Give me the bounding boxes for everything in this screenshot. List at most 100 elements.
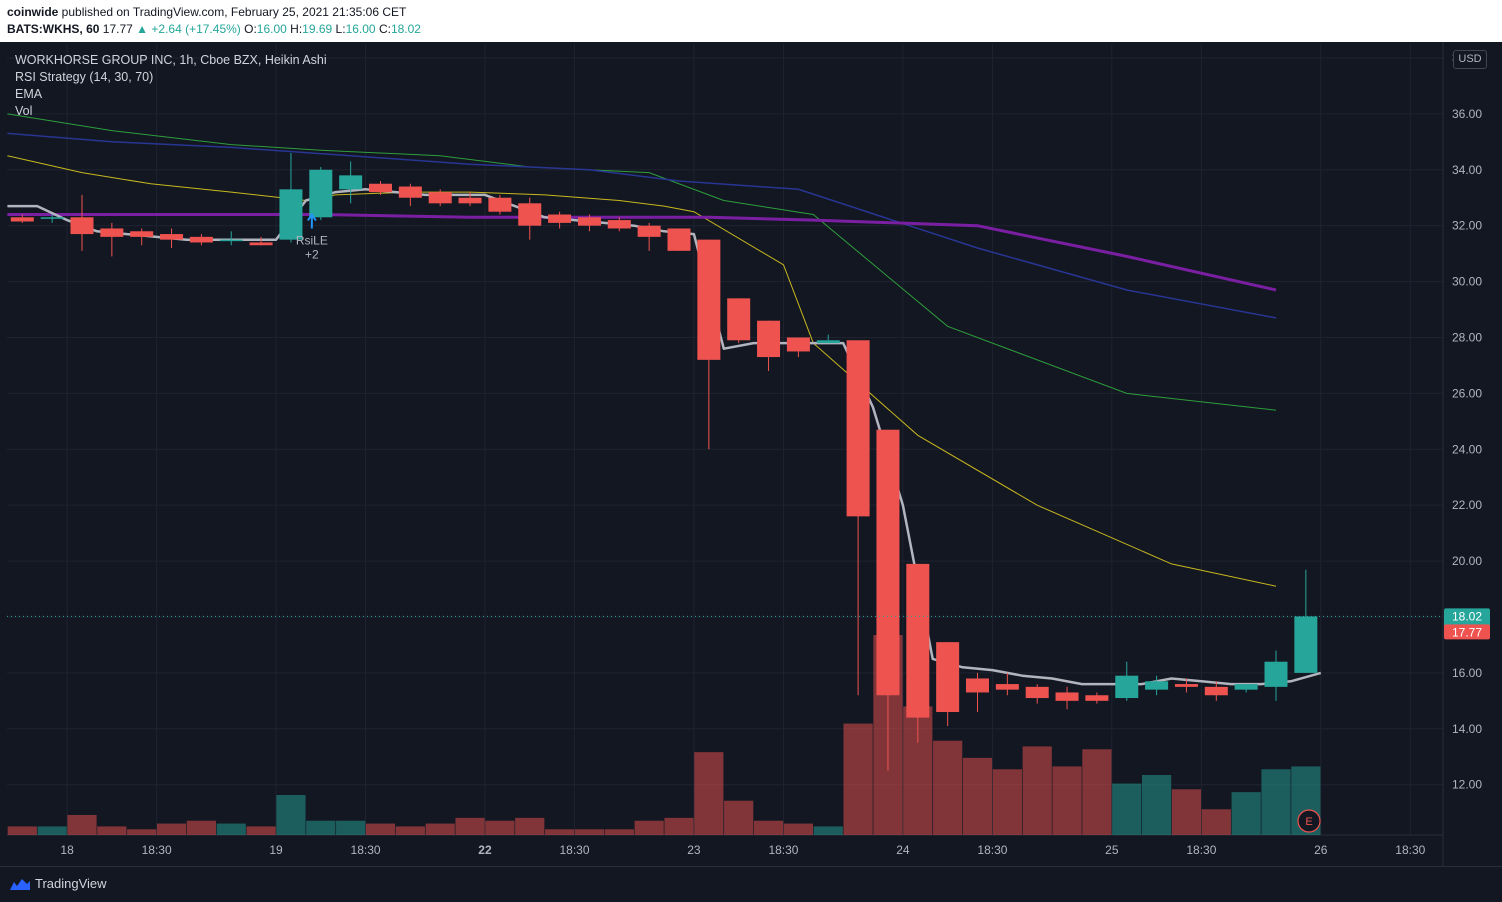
signal-label: RsiLE <box>296 233 328 247</box>
price-tick-label: 12.00 <box>1452 778 1482 792</box>
last-price: 17.77 <box>102 22 133 36</box>
candle <box>548 211 572 229</box>
candle-body <box>1204 686 1228 696</box>
brand-name: TradingView <box>35 876 107 891</box>
volume-bar <box>933 740 963 835</box>
candle-body <box>1115 675 1139 699</box>
time-tick-label: 24 <box>896 843 910 857</box>
legend-strategy[interactable]: RSI Strategy (14, 30, 70) <box>15 70 154 84</box>
candle-body <box>100 228 124 237</box>
candle <box>1204 681 1228 701</box>
symbol-line: BATS:WKHS, 60 17.77 ▲ +2.64 (+17.45%) O:… <box>7 22 421 36</box>
low-value: 16.00 <box>345 22 376 36</box>
candle <box>279 153 303 243</box>
candle <box>637 222 661 251</box>
chart-legend: WORKHORSE GROUP INC, 1h, Cboe BZX, Heiki… <box>15 52 327 120</box>
volume-bar <box>1082 749 1112 835</box>
high-label: H: <box>290 22 303 36</box>
volume-bar <box>545 829 575 835</box>
volume-bar <box>634 820 664 835</box>
candle-body <box>1264 661 1288 687</box>
chart-area[interactable]: RsiLE+212.0014.0016.0018.0020.0022.0024.… <box>0 42 1502 866</box>
earnings-marker-icon <box>1297 809 1321 833</box>
ema-green-line <box>7 113 1277 411</box>
candle-body <box>966 678 989 693</box>
tradingview-logo[interactable]: TradingView <box>7 876 107 891</box>
candle <box>1145 675 1169 696</box>
currency-button[interactable]: USD <box>1453 50 1487 69</box>
candle <box>757 320 781 372</box>
candle-body <box>906 563 930 718</box>
ema-yellow-line <box>7 155 1277 587</box>
volume-bar <box>1201 809 1231 835</box>
candle-body <box>428 192 452 204</box>
time-tick-label: 18:30 <box>1395 843 1425 857</box>
candle <box>488 194 512 215</box>
cloud-logo-icon <box>10 878 30 890</box>
volume-bar <box>664 817 694 835</box>
signal-arrow-icon <box>307 212 317 229</box>
time-tick-label: 22 <box>478 843 492 857</box>
volume-bar <box>67 815 97 835</box>
candle-body <box>816 340 840 344</box>
price-change: ▲ +2.64 (+17.45%) <box>136 22 241 36</box>
low-label: L: <box>335 22 346 36</box>
price-tick-label: 32.00 <box>1452 219 1482 233</box>
volume-bar <box>1231 792 1261 835</box>
time-tick-label: 19 <box>269 843 283 857</box>
candle-body <box>1174 684 1198 687</box>
legend-vol[interactable]: Vol <box>15 104 33 118</box>
candle <box>727 298 751 344</box>
candle-body <box>309 169 333 218</box>
volume-bar <box>186 820 216 835</box>
volume-bar <box>1171 789 1202 835</box>
candle <box>1115 661 1139 701</box>
volume-bar <box>276 795 306 835</box>
candle-body <box>130 231 154 237</box>
price-chart[interactable]: RsiLE+212.0014.0016.0018.0020.0022.0024.… <box>0 42 1502 866</box>
price-tick-label: 14.00 <box>1452 722 1482 736</box>
candle <box>1264 650 1288 701</box>
candle-body <box>1085 695 1109 701</box>
candle-body <box>1294 616 1318 673</box>
candle <box>160 228 184 249</box>
candle <box>40 214 64 223</box>
volume-bar <box>127 829 157 835</box>
candle-body <box>727 298 751 341</box>
candle-body <box>339 175 363 190</box>
volume-bar <box>365 823 396 835</box>
candle-body <box>846 340 870 517</box>
candle-body <box>369 183 392 193</box>
legend-title[interactable]: WORKHORSE GROUP INC, 1h, Cboe BZX, Heiki… <box>15 53 327 67</box>
candle <box>995 672 1019 696</box>
candle <box>966 672 989 713</box>
candle <box>398 183 422 207</box>
time-tick-label: 25 <box>1105 843 1119 857</box>
publish-info: published on TradingView.com, February 2… <box>58 5 407 19</box>
candle <box>1025 684 1049 704</box>
candle-body <box>70 217 94 235</box>
volume-bar <box>336 820 366 835</box>
candle <box>1055 686 1079 710</box>
last-price-tag-box <box>1444 624 1490 640</box>
volume-bar <box>574 829 605 835</box>
price-tick-label: 20.00 <box>1452 554 1482 568</box>
legend-ema[interactable]: EMA <box>15 87 43 101</box>
volume-bar <box>753 820 784 835</box>
candle-body <box>1025 686 1049 699</box>
time-axis: 18 18:30 19 18:30 22 18:30 23 18:30 24 18:30 25 18:… <box>60 843 1425 857</box>
price-tick-label: 24.00 <box>1452 442 1482 456</box>
candle-body <box>1145 681 1169 690</box>
candle-body <box>219 239 243 242</box>
earnings-marker-label[interactable]: E <box>1305 816 1312 828</box>
open-label: O: <box>244 22 257 36</box>
volume-bar <box>724 800 754 835</box>
footer: TradingView <box>0 866 1502 902</box>
volume-bar <box>515 817 545 835</box>
candle <box>936 642 960 726</box>
candle <box>846 340 870 696</box>
time-tick-label: 18:30 <box>1186 843 1216 857</box>
ema-purple-line <box>7 213 1277 292</box>
close-label: C: <box>378 22 391 36</box>
candle-body <box>279 189 303 240</box>
